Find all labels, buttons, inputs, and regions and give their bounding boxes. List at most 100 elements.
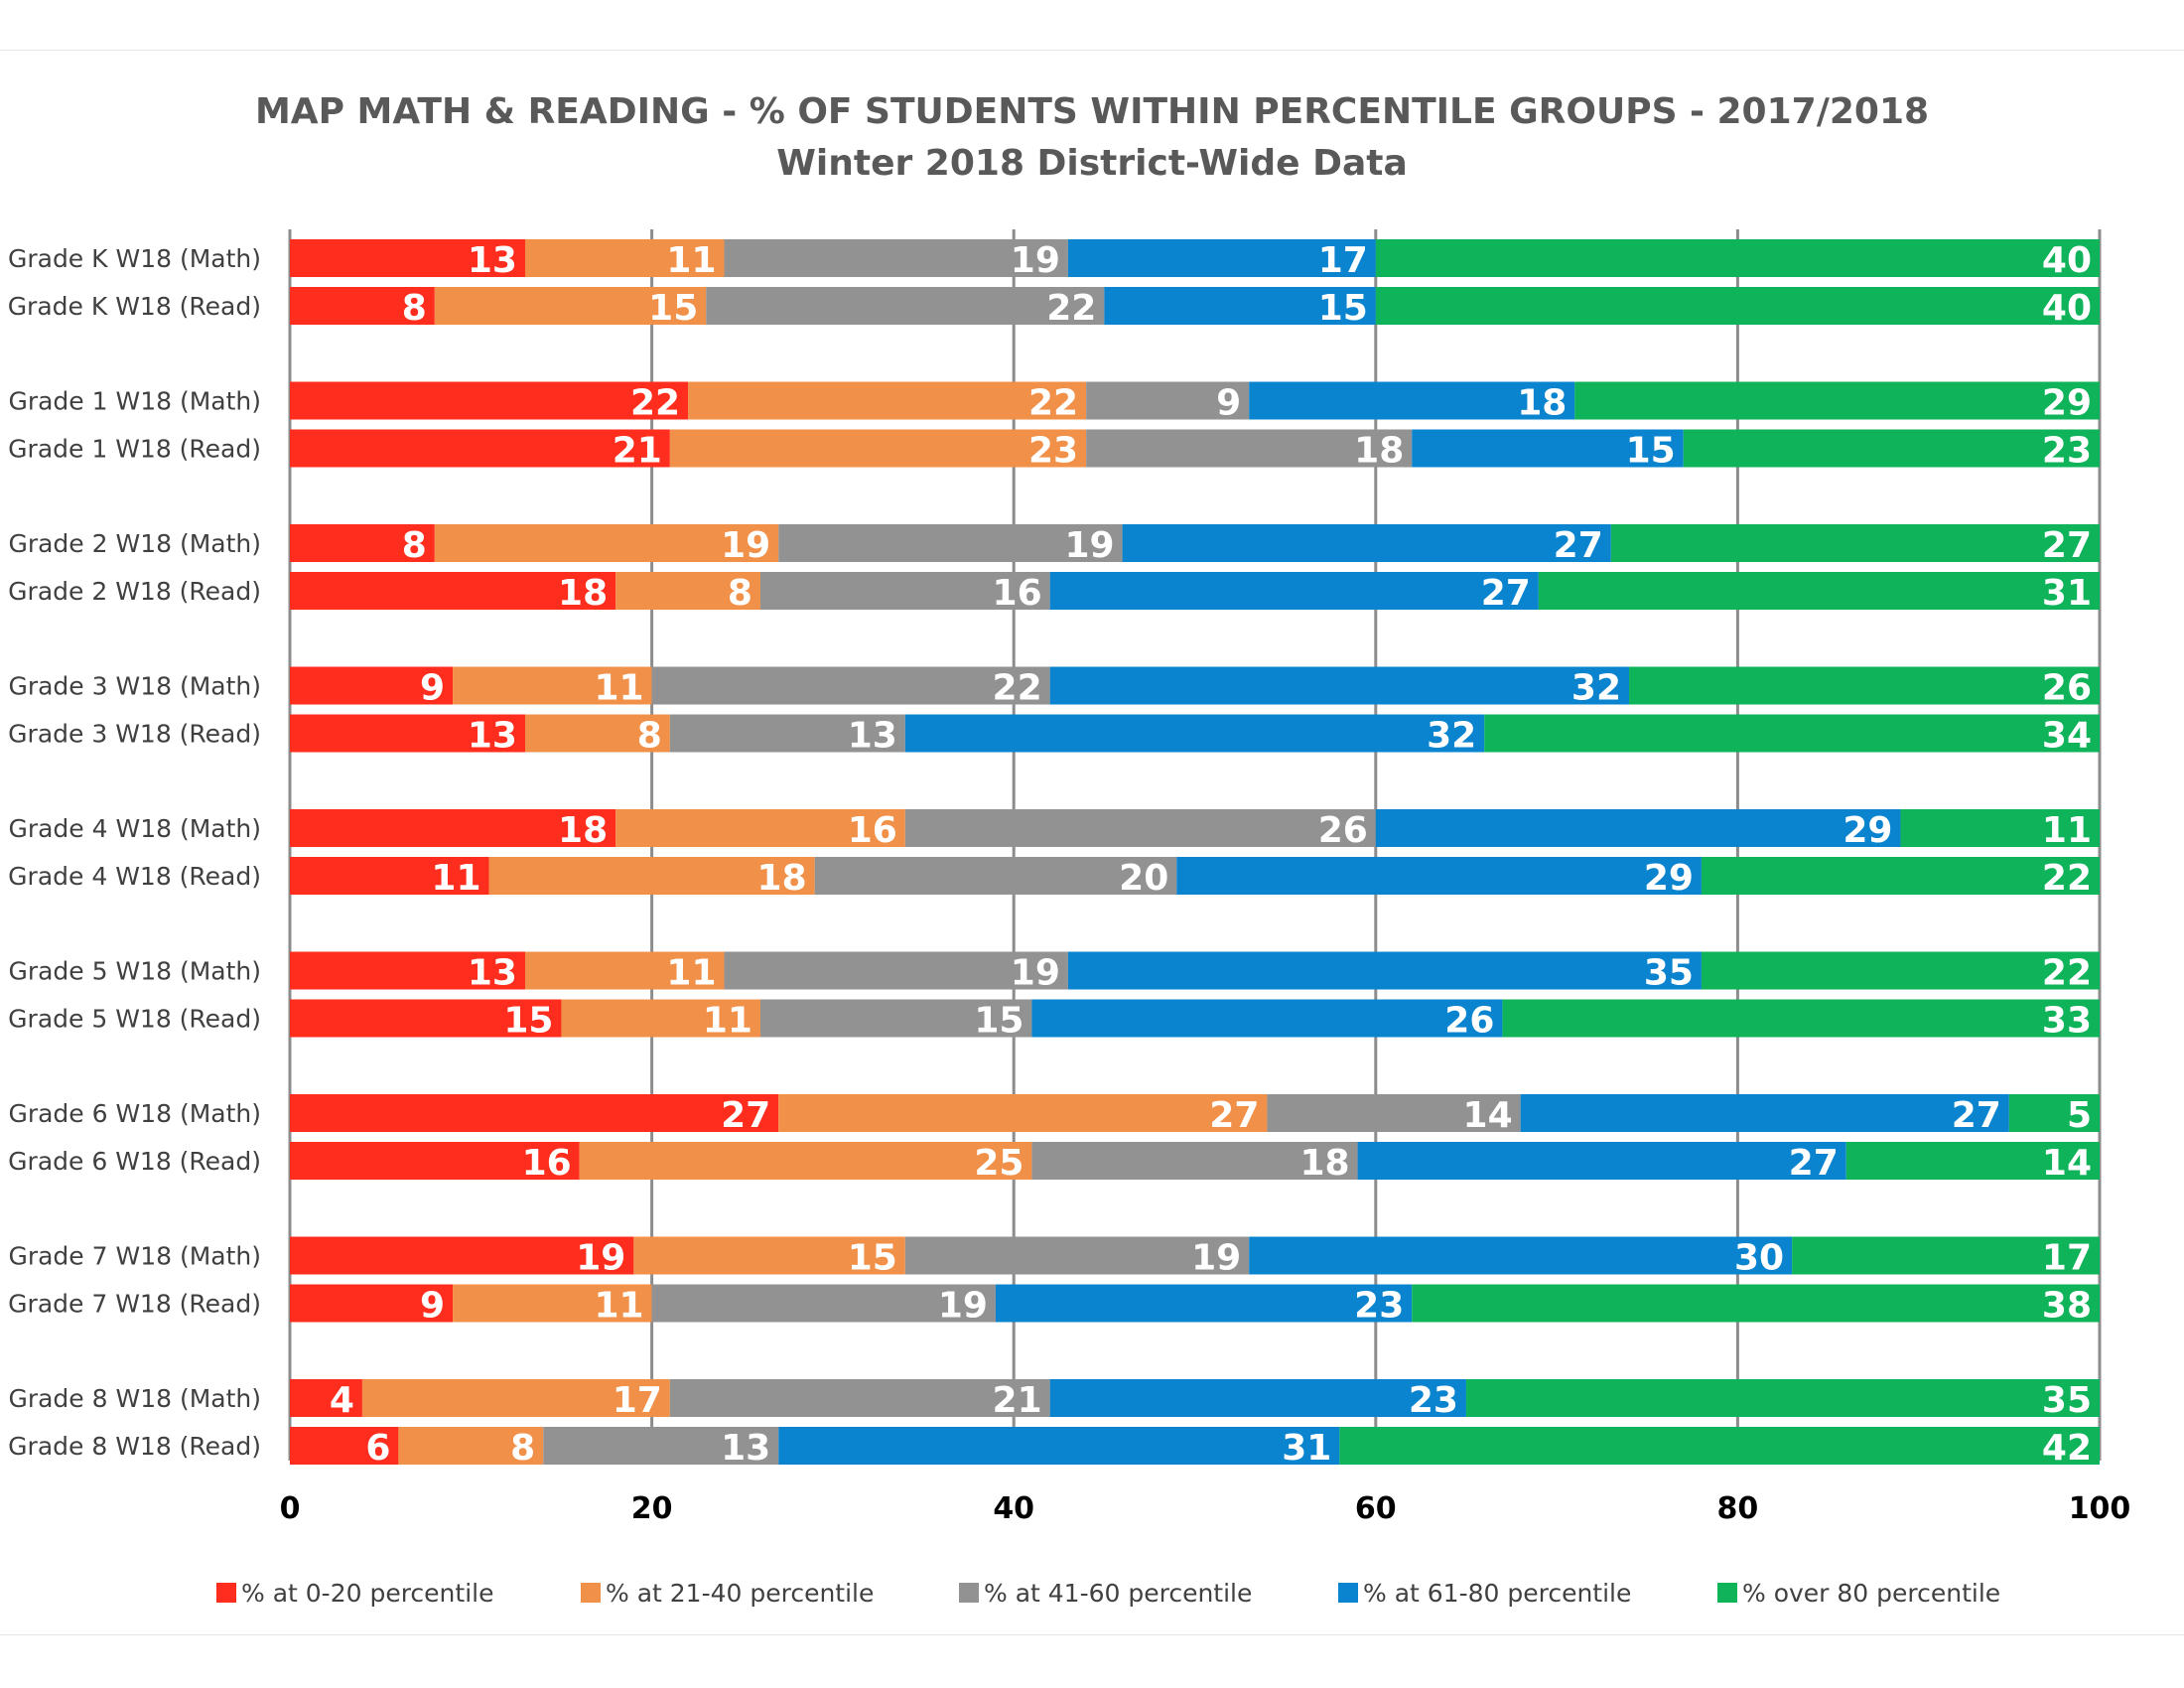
bar-segment-series-4 <box>1412 429 1684 468</box>
data-label: 11 <box>594 668 643 709</box>
data-label: 15 <box>974 1001 1024 1042</box>
category-label: Grade 4 W18 (Math) <box>8 814 261 843</box>
x-tick-label-100: 100 <box>2069 1491 2131 1526</box>
data-label: 27 <box>1952 1095 2001 1136</box>
legend-swatch <box>1717 1583 1737 1603</box>
data-label: 18 <box>1517 383 1567 424</box>
bar-segment-series-3 <box>1267 1094 1521 1132</box>
bar-segment-series-4 <box>1049 666 1630 705</box>
bar-segment-series-5 <box>1701 951 2100 990</box>
data-label: 17 <box>613 1380 662 1421</box>
data-label: 31 <box>2042 573 2092 614</box>
category-label: Grade 2 W18 (Math) <box>8 529 261 558</box>
bar-segment-series-2 <box>434 287 707 325</box>
bar-segment-series-1 <box>290 239 525 277</box>
data-label: 23 <box>1354 1286 1404 1327</box>
bar-segment-series-2 <box>488 857 815 895</box>
bar-segment-series-3 <box>904 1236 1250 1275</box>
legend-label: % at 61-80 percentile <box>1363 1579 1631 1608</box>
bar-segment-series-3 <box>669 714 905 753</box>
bar-segment-series-3 <box>1086 429 1413 468</box>
bar-segment-series-5 <box>1574 381 2100 420</box>
data-label: 15 <box>1626 431 1676 472</box>
chart-subtitle: Winter 2018 District-Wide Data <box>776 143 1408 184</box>
bar-segment-series-4 <box>1375 809 1901 847</box>
bar-segment-series-3 <box>651 666 1050 705</box>
bar-segment-series-4 <box>1176 857 1702 895</box>
bar-segment-series-5 <box>1375 239 2100 277</box>
data-label: 13 <box>721 1428 770 1469</box>
data-label: 20 <box>1119 858 1168 899</box>
bar-segment-series-5 <box>1339 1427 2100 1465</box>
bar-segment-series-5 <box>1412 1284 2100 1323</box>
bar-segment-series-1 <box>290 429 670 468</box>
data-label: 30 <box>1734 1238 1784 1279</box>
data-label: 8 <box>402 288 427 329</box>
data-label: 32 <box>1571 668 1621 709</box>
bar-segment-series-5 <box>1538 572 2100 610</box>
data-label: 15 <box>648 288 698 329</box>
bar-segment-series-4 <box>995 1284 1413 1323</box>
data-label: 15 <box>848 1238 897 1279</box>
bar-segment-series-4 <box>778 1427 1340 1465</box>
bar-segment-series-3 <box>706 287 1105 325</box>
bar-segment-series-1 <box>290 1236 634 1275</box>
bar-segment-series-4 <box>1049 572 1539 610</box>
data-label: 19 <box>576 1238 625 1279</box>
bar-segment-series-2 <box>361 1379 670 1417</box>
bar-segment-series-4 <box>1067 951 1702 990</box>
data-label: 38 <box>2042 1286 2092 1327</box>
bar-segment-series-4 <box>1031 999 1503 1038</box>
data-label: 40 <box>2042 240 2092 281</box>
bar-segment-series-5 <box>1375 287 2100 325</box>
legend-label: % at 0-20 percentile <box>241 1579 493 1608</box>
legend-label: % at 21-40 percentile <box>606 1579 874 1608</box>
category-label: Grade 6 W18 (Math) <box>8 1099 261 1128</box>
data-label: 29 <box>1644 858 1694 899</box>
data-label: 11 <box>666 953 716 994</box>
data-label: 11 <box>431 858 480 899</box>
data-label: 17 <box>2042 1238 2092 1279</box>
data-label: 22 <box>1046 288 1096 329</box>
bar-segment-series-4 <box>1067 239 1376 277</box>
category-label: Grade 6 W18 (Read) <box>8 1147 261 1176</box>
data-label: 15 <box>503 1001 553 1042</box>
bar-segment-series-4 <box>1049 1379 1466 1417</box>
bar-segment-series-4 <box>1249 1236 1793 1275</box>
bar-segment-series-5 <box>1792 1236 2100 1275</box>
data-label: 11 <box>703 1001 752 1042</box>
bar-segment-series-3 <box>904 809 1376 847</box>
data-label: 9 <box>1216 383 1241 424</box>
x-tick-label-60: 60 <box>1355 1491 1397 1526</box>
legend-label: % over 80 percentile <box>1742 1579 2000 1608</box>
category-label: Grade 3 W18 (Math) <box>8 672 261 701</box>
data-label: 27 <box>1789 1143 1839 1184</box>
data-label: 25 <box>974 1143 1024 1184</box>
bar-segment-series-1 <box>290 287 435 325</box>
bar-segment-series-1 <box>290 524 435 562</box>
bar-segment-series-3 <box>724 239 1068 277</box>
bar-segment-series-2 <box>453 666 652 705</box>
category-label: Grade 3 W18 (Read) <box>8 720 261 749</box>
bar-segment-series-2 <box>524 714 670 753</box>
data-label: 18 <box>1299 1143 1349 1184</box>
bar-segment-series-1 <box>290 381 689 420</box>
data-label: 26 <box>1318 810 1368 851</box>
data-label: 19 <box>1011 953 1060 994</box>
bar-segment-series-4 <box>1249 381 1575 420</box>
category-label: Grade 4 W18 (Read) <box>8 862 261 891</box>
data-label: 23 <box>1028 431 1078 472</box>
data-label: 13 <box>848 716 897 757</box>
x-tick-label-40: 40 <box>993 1491 1034 1526</box>
data-label: 4 <box>330 1380 354 1421</box>
x-tick-label-80: 80 <box>1717 1491 1759 1526</box>
category-label: Grade 8 W18 (Math) <box>8 1384 261 1413</box>
bar-segment-series-4 <box>1122 524 1611 562</box>
data-label: 9 <box>420 1286 445 1327</box>
bar-segment-series-3 <box>1031 1142 1358 1180</box>
category-label: Grade 1 W18 (Read) <box>8 435 261 464</box>
chart-title: MAP MATH & READING - % OF STUDENTS WITHI… <box>255 91 1929 132</box>
bar-segment-series-1 <box>290 714 525 753</box>
category-label: Grade 5 W18 (Math) <box>8 957 261 986</box>
bar-segment-series-4 <box>1104 287 1376 325</box>
